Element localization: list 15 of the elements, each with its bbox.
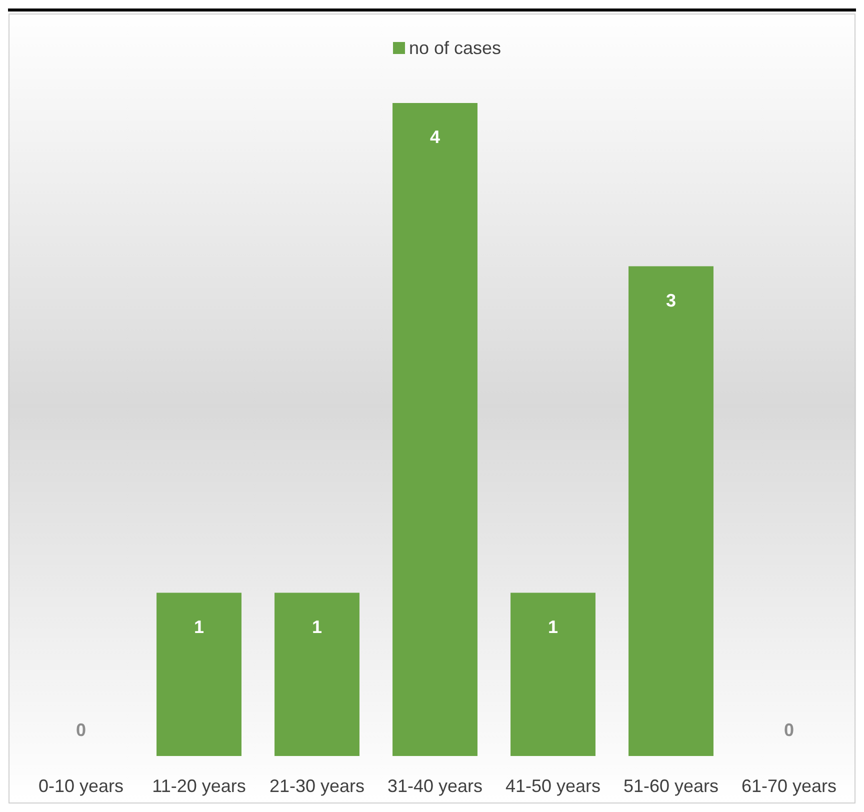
data-label: 0 — [784, 720, 794, 740]
legend-label: no of cases — [409, 38, 502, 58]
x-tick-label: 0-10 years — [38, 776, 124, 796]
x-tick-label: 11-20 years — [152, 776, 246, 796]
x-tick-label: 61-70 years — [741, 776, 837, 796]
data-label: 1 — [548, 616, 558, 637]
x-tick-label: 21-30 years — [269, 776, 365, 796]
x-tick-label: 41-50 years — [505, 776, 601, 796]
x-tick-label: 51-60 years — [623, 776, 719, 796]
x-tick-label: 31-40 years — [387, 776, 483, 796]
data-label: 0 — [76, 720, 86, 740]
data-label: 1 — [194, 616, 204, 637]
data-label: 1 — [312, 616, 322, 637]
data-label: 4 — [430, 127, 440, 147]
data-label: 3 — [666, 290, 676, 310]
